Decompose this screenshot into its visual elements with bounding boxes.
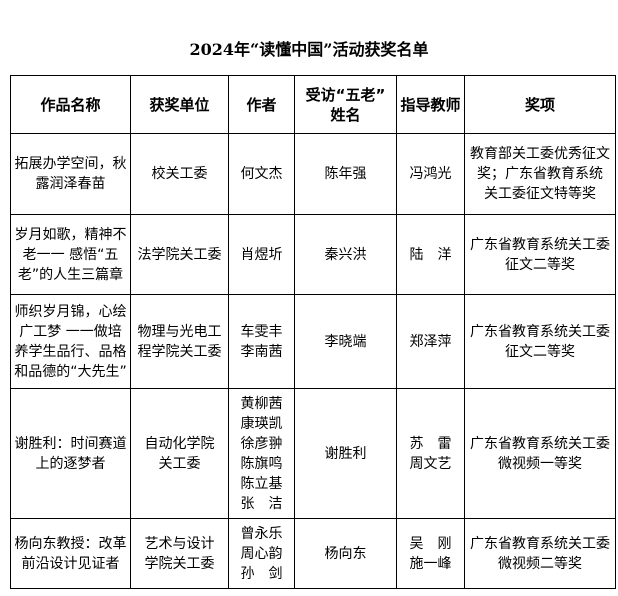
header-row: 作品名称 获奖单位 作者 受访“五老” 姓名 指导教师 奖项 (10, 75, 616, 134)
table-row: 拓展办学空间，秋 露润泽春苗 校关工委 何文杰 陈年强 冯鸿光 教育部关工委优秀… (10, 133, 616, 215)
award-table: 作品名称 获奖单位 作者 受访“五老” 姓名 指导教师 奖项 拓展办学空间，秋 … (10, 75, 616, 589)
cell-interviewee: 杨向东 (294, 518, 397, 589)
cell-work-title: 师织岁月锦，心绘 广工梦 一一做培 养学生品行、品格 和品德的“大先生” (10, 294, 131, 389)
cell-author: 车雯丰 李南茜 (228, 294, 295, 389)
cell-advisor: 吴 刚 施一峰 (396, 518, 465, 589)
cell-advisor: 苏 雷 周文艺 (396, 388, 465, 519)
header-unit: 获奖单位 (130, 75, 229, 134)
cell-work-title: 岁月如歌，精神不 老一一 感悟“五 老”的人生三篇章 (10, 214, 131, 295)
table-row: 谢胜利：时间赛道 上的逐梦者 自动化学院 关工委 黄柳茜 康瑛凯 徐彦翀 陈旗鸣… (10, 388, 616, 519)
header-advisor: 指导教师 (396, 75, 465, 134)
cell-work-title: 杨向东教授：改革 前沿设计见证者 (10, 518, 131, 589)
cell-unit: 物理与光电工 程学院关工委 (130, 294, 229, 389)
cell-unit: 法学院关工委 (130, 214, 229, 295)
table-row: 师织岁月锦，心绘 广工梦 一一做培 养学生品行、品格 和品德的“大先生” 物理与… (10, 294, 616, 389)
cell-interviewee: 陈年强 (294, 133, 397, 215)
cell-interviewee: 秦兴洪 (294, 214, 397, 295)
cell-award: 教育部关工委优秀征文 奖；广东省教育系统 关工委征文特等奖 (464, 133, 616, 215)
header-interviewee: 受访“五老” 姓名 (294, 75, 397, 134)
table-row: 岁月如歌，精神不 老一一 感悟“五 老”的人生三篇章 法学院关工委 肖煜圻 秦兴… (10, 214, 616, 295)
cell-advisor: 郑泽萍 (396, 294, 465, 389)
cell-work-title: 谢胜利：时间赛道 上的逐梦者 (10, 388, 131, 519)
cell-author: 肖煜圻 (228, 214, 295, 295)
cell-unit: 自动化学院 关工委 (130, 388, 229, 519)
cell-unit: 艺术与设计 学院关工委 (130, 518, 229, 589)
cell-advisor: 冯鸿光 (396, 133, 465, 215)
cell-award: 广东省教育系统关工委 微视频一等奖 (464, 388, 616, 519)
cell-award: 广东省教育系统关工委 征文二等奖 (464, 214, 616, 295)
cell-award: 广东省教育系统关工委 微视频二等奖 (464, 518, 616, 589)
document-title: 2024年“读懂中国”活动获奖名单 (189, 40, 429, 59)
cell-advisor: 陆 洋 (396, 214, 465, 295)
header-work-title: 作品名称 (10, 75, 131, 134)
cell-interviewee: 李晓端 (294, 294, 397, 389)
cell-work-title: 拓展办学空间，秋 露润泽春苗 (10, 133, 131, 215)
cell-unit: 校关工委 (130, 133, 229, 215)
table-row: 杨向东教授：改革 前沿设计见证者 艺术与设计 学院关工委 曾永乐 周心韵 孙 剑… (10, 518, 616, 589)
cell-award: 广东省教育系统关工委 征文二等奖 (464, 294, 616, 389)
cell-interviewee: 谢胜利 (294, 388, 397, 519)
cell-author: 何文杰 (228, 133, 295, 215)
header-author: 作者 (228, 75, 295, 134)
cell-author: 黄柳茜 康瑛凯 徐彦翀 陈旗鸣 陈立基 张 洁 (228, 388, 295, 519)
cell-author: 曾永乐 周心韵 孙 剑 (228, 518, 295, 589)
header-award: 奖项 (464, 75, 616, 134)
